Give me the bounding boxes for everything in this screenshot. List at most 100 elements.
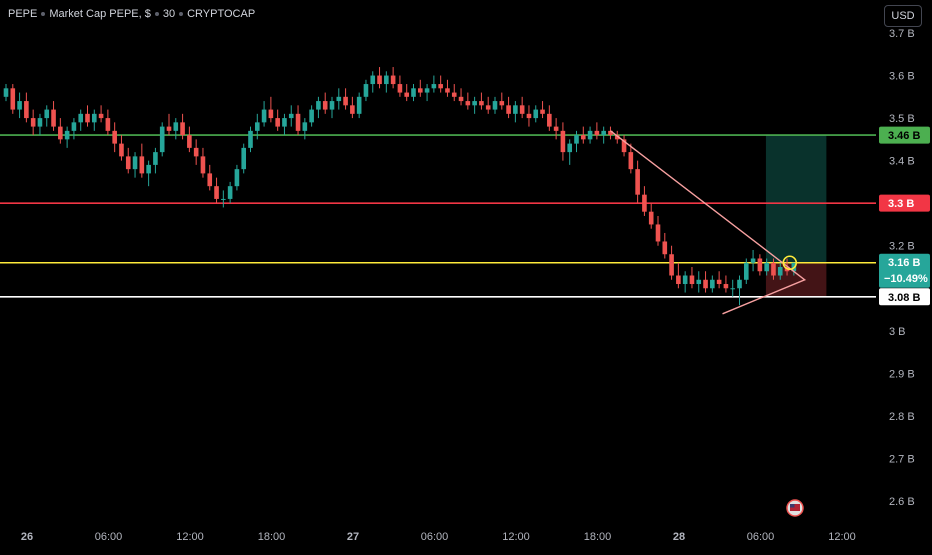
separator-dot: [41, 12, 46, 16]
y-tick-label: 3 B: [889, 326, 906, 338]
price-tag-resistance: [879, 194, 930, 212]
price-tag-label: 3.3 B: [888, 198, 914, 210]
candle-body: [458, 96, 464, 102]
x-tick-label: 27: [347, 531, 359, 543]
candle-body: [438, 84, 443, 89]
candle-body: [10, 88, 16, 110]
x-tick-label: 28: [673, 531, 685, 543]
candle-body: [234, 169, 240, 187]
y-tick-label: 2.8 B: [889, 411, 915, 423]
currency-button[interactable]: USD: [884, 5, 922, 27]
candle-body: [85, 113, 90, 123]
y-tick-label: 3.5 B: [889, 113, 915, 125]
candle-body: [37, 118, 43, 127]
candle-body: [3, 88, 9, 97]
flag-icon-canton: [790, 504, 795, 508]
candle-body: [275, 118, 280, 127]
candle-body: [580, 135, 586, 140]
candle-body: [295, 113, 301, 131]
candle-body: [506, 105, 511, 114]
chart-title: PEPE Market Cap PEPE, $ 30 CRYPTOCAP: [8, 8, 255, 20]
candle-body: [248, 130, 253, 148]
candle-body: [288, 113, 294, 119]
candle-body: [363, 84, 369, 97]
candle-body: [710, 279, 715, 289]
separator-dot: [179, 12, 184, 16]
candle-body: [322, 101, 328, 110]
y-tick-label: 3.4 B: [889, 156, 915, 168]
alert-marker: [782, 255, 804, 517]
candle-body: [187, 135, 192, 148]
candle-body: [642, 194, 647, 212]
time-axis: 26 06:00 12:00 18:00 27 06:00 12:00 18:00 28 06:0…: [21, 531, 856, 543]
x-tick-label: 06:00: [95, 531, 123, 543]
candle-body: [404, 92, 410, 97]
candle-body: [628, 152, 634, 170]
candles: [3, 67, 797, 306]
y-tick-label: 3.2 B: [889, 241, 915, 253]
candle-body: [159, 126, 165, 153]
candle-body: [91, 113, 97, 123]
price-axis: 3.7 B 3.6 B 3.5 B 3.4 B 3.2 B 3 B 2.9 B 2.8 B 2.…: [889, 28, 915, 508]
candle-body: [451, 92, 457, 97]
candle-body: [282, 118, 287, 127]
alert-circle: [782, 255, 798, 271]
y-tick-label: 3.6 B: [889, 71, 915, 83]
candle-body: [662, 241, 668, 255]
candle-body: [30, 118, 36, 127]
x-tick-label: 26: [21, 531, 33, 543]
x-tick-label: 12:00: [828, 531, 856, 543]
price-tag-label: 3.16 B: [888, 257, 920, 269]
candle-body: [166, 126, 172, 131]
candle-body: [316, 101, 321, 110]
x-tick-label: 18:00: [258, 531, 286, 543]
candle-body: [180, 122, 185, 136]
source-label: CRYPTOCAP: [187, 8, 256, 20]
candle-body: [377, 75, 382, 85]
candle-body: [105, 118, 111, 131]
candle-body: [513, 105, 518, 114]
flag-icon-stripes: [790, 504, 800, 511]
interval-label[interactable]: 30: [162, 8, 176, 20]
candle-body: [329, 101, 335, 110]
position-zones: [765, 135, 827, 297]
candle-body: [112, 130, 117, 144]
candle-body: [51, 109, 56, 127]
candle-body: [132, 156, 138, 170]
candle-body: [526, 113, 532, 119]
candle-body: [777, 267, 783, 276]
candle-body: [587, 130, 593, 140]
candle-body: [44, 109, 50, 119]
candle-body: [261, 109, 267, 123]
price-tag-support: [879, 288, 930, 306]
candle-body: [207, 173, 213, 187]
price-tags: 3.46 B 3.3 B 3.16 B −10.49% 3.08 B: [879, 126, 930, 306]
candle-body: [227, 186, 233, 199]
candle-body: [241, 147, 247, 170]
candle-body: [24, 101, 29, 119]
candle-body: [98, 113, 104, 119]
candle-body: [193, 147, 199, 157]
target-zone: [765, 135, 827, 263]
y-tick-label: 2.7 B: [889, 453, 915, 465]
candle-body: [703, 279, 708, 289]
candle-body: [125, 156, 131, 170]
candle-body: [682, 275, 688, 285]
candle-body: [336, 96, 342, 102]
candle-body: [64, 130, 70, 140]
candle-body: [173, 122, 179, 131]
candle-body: [370, 75, 376, 85]
price-tag-label: 3.46 B: [888, 130, 920, 142]
candle-body: [648, 211, 654, 225]
flag-icon: [786, 499, 804, 517]
candle-body: [614, 135, 620, 140]
candle-body: [254, 122, 260, 131]
candle-body: [445, 88, 450, 93]
candle-body: [764, 262, 769, 272]
candle-body: [71, 122, 77, 131]
symbol-label[interactable]: PEPE: [8, 8, 38, 20]
candle-body: [560, 130, 566, 153]
candle-body: [302, 122, 308, 131]
